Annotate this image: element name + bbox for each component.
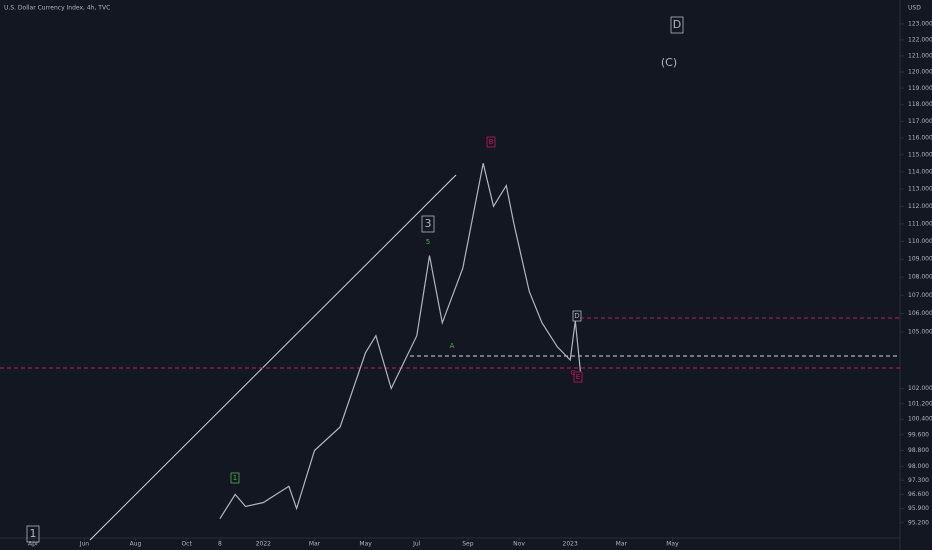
y-tick-label: 95.200 [908,519,929,526]
y-tick-label: 112.000 [908,203,932,210]
y-tick-label: 95.900 [908,505,929,512]
x-tick-label: May [359,541,372,548]
wave-label: 1 [30,527,37,540]
x-tick-label: Oct [181,541,192,548]
y-tick-label: 109.000 [908,256,932,263]
y-tick-label: 98.000 [908,463,929,470]
y-tick-label: 108.000 [908,274,932,281]
y-tick-label: 111.000 [908,220,932,227]
y-tick-label: 105.000 [908,329,932,336]
y-tick-label: 101.200 [908,400,932,407]
y-tick-label: 119.000 [908,85,932,92]
wave-label-box [421,215,435,233]
wave-label-box [230,472,240,484]
price-line-series [219,163,581,520]
chart-title: U.S. Dollar Currency Index, 4h, TVC [4,5,110,12]
y-tick-label: 116.000 [908,134,932,141]
wave-label: (C) [661,56,677,69]
axis-unit: USD [908,5,921,12]
y-tick-label: 99.600 [908,431,929,438]
y-tick-label: 117.000 [908,118,932,125]
y-tick-label: 120.000 [908,68,932,75]
wave-label: 5 [426,238,430,246]
y-tick-label: 102.000 [908,385,932,392]
x-tick-label: 2022 [256,541,271,548]
wave-label: D [673,18,681,31]
wave-label-box [573,371,583,383]
y-tick-label: 121.000 [908,52,932,59]
y-tick-label: 113.000 [908,186,932,193]
y-tick-label: 96.600 [908,491,929,498]
x-tick-label: Apr [28,541,39,548]
wave-label: D [574,312,579,320]
y-tick-label: 97.300 [908,477,929,484]
y-tick-label: 115.000 [908,151,932,158]
wave-label: B [489,138,494,146]
y-tick-label: 106.000 [908,310,932,317]
wave-label: E [576,373,580,381]
trend-line [89,174,457,541]
wave-label-box [26,525,40,543]
wave-label-box [486,136,496,148]
x-tick-label: Jun [79,541,90,548]
wave-label: 1 [233,474,237,482]
x-tick-label: 2023 [563,541,578,548]
y-tick-label: 123.000 [908,20,932,27]
y-tick-label: 107.000 [908,292,932,299]
x-tick-label: Jul [412,541,421,548]
x-tick-label: May [666,541,679,548]
wave-label-box [670,16,684,34]
y-tick-label: 114.000 [908,168,932,175]
y-tick-label: 118.000 [908,101,932,108]
y-tick-label: 98.800 [908,447,929,454]
y-tick-label: 122.000 [908,36,932,43]
y-tick-label: 100.400 [908,416,932,423]
x-tick-label: 8 [218,541,222,548]
wave-label: A [450,342,455,350]
x-tick-label: Mar [309,541,321,548]
x-tick-label: Aug [130,541,142,548]
x-tick-label: Mar [616,541,628,548]
wave-label: C [571,369,576,377]
x-tick-label: Nov [513,541,525,548]
x-tick-label: Sep [462,541,474,548]
wave-label-box [572,310,582,322]
y-tick-label: 110.000 [908,238,932,245]
wave-label: 3 [425,217,432,230]
